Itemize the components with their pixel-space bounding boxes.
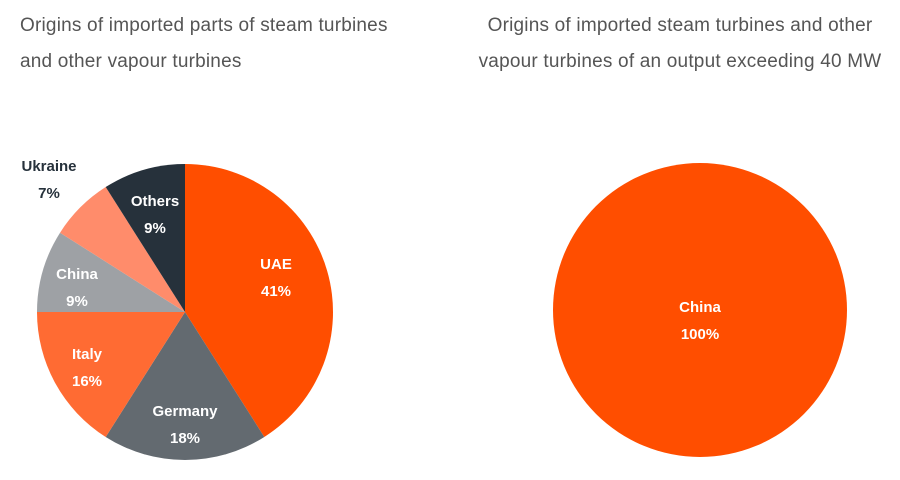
pie-slice-uae <box>185 164 334 437</box>
slice-label-ukraine: Ukraine <box>21 158 76 175</box>
slice-value-ukraine: 7% <box>38 185 60 202</box>
slice-value-others: 9% <box>144 220 166 237</box>
slice-value-china: 100% <box>681 326 719 343</box>
slice-label-china: China <box>679 299 721 316</box>
pie-chart-parts-svg: UAE 41% Germany 18% Italy 16% China 9% Ukraine 7%… <box>21 158 334 460</box>
slice-value-italy: 16% <box>72 373 102 390</box>
slice-label-germany: Germany <box>152 403 218 420</box>
slice-label-others: Others <box>131 193 179 210</box>
slice-value-china: 9% <box>66 293 88 310</box>
pie-chart-turbines-svg: China 100% <box>553 163 847 457</box>
pie-slice-italy <box>37 312 185 437</box>
chart-title: Origins of imported steam turbines and o… <box>478 15 882 72</box>
pie-chart-parts: Origins of imported parts of steam turbi… <box>20 15 388 460</box>
pie-slice-ukraine <box>60 187 185 312</box>
slice-value-uae: 41% <box>261 283 291 300</box>
slice-label-uae: UAE <box>260 256 292 273</box>
slice-value-germany: 18% <box>170 430 200 447</box>
pie-slice-others <box>105 164 185 312</box>
pie-slice-germany <box>105 312 265 460</box>
slice-label-italy: Italy <box>72 346 103 363</box>
pie-slice-china <box>553 163 847 457</box>
chart-title: Origins of imported parts of steam turbi… <box>20 15 388 72</box>
pie-slice-china <box>37 232 185 312</box>
pie-chart-turbines-over-40mw: Origins of imported steam turbines and o… <box>450 0 900 480</box>
slice-label-china: China <box>56 266 98 283</box>
